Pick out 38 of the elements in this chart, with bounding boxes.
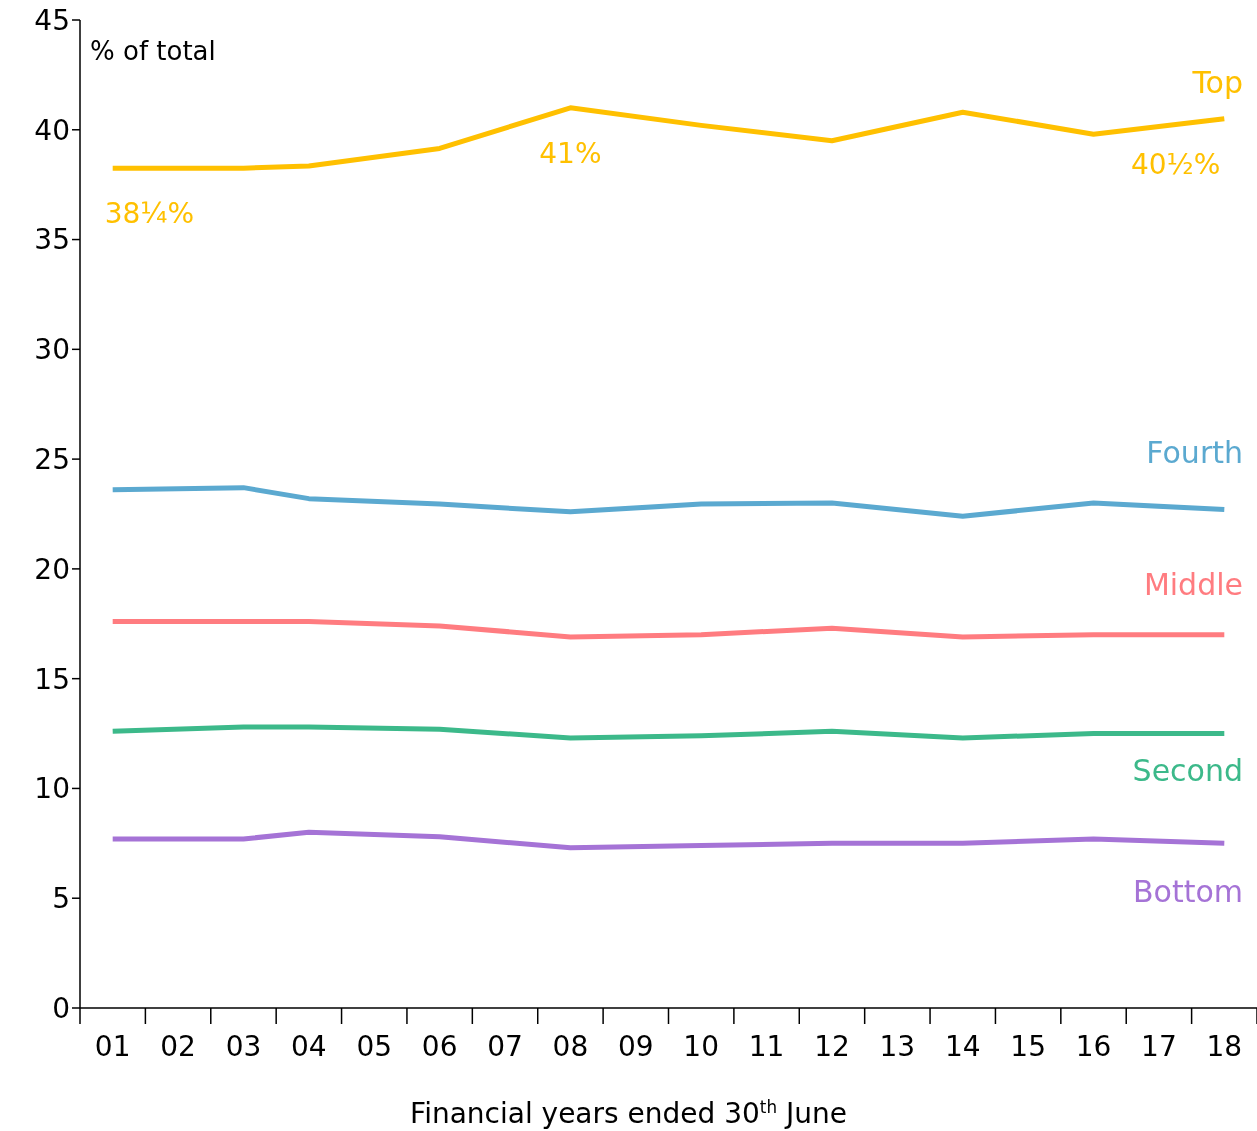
y-tick-label: 0 bbox=[52, 991, 70, 1025]
series-label: Bottom bbox=[1132, 874, 1243, 910]
y-tick-label: 10 bbox=[34, 772, 70, 806]
y-tick-label: 40 bbox=[34, 113, 70, 147]
x-tick-label: 05 bbox=[356, 1030, 393, 1063]
x-tick-label: 15 bbox=[1010, 1030, 1046, 1063]
series-label: Second bbox=[1132, 752, 1243, 788]
x-tick-label: 12 bbox=[814, 1030, 850, 1063]
data-label: 41% bbox=[539, 136, 602, 170]
x-tick-label: 06 bbox=[421, 1030, 458, 1063]
y-tick-label: 20 bbox=[34, 552, 70, 586]
x-tick-label: 08 bbox=[552, 1030, 589, 1063]
x-axis-title: Financial years ended 30$^{th}$ June bbox=[410, 1097, 847, 1130]
x-tick-label: 09 bbox=[617, 1030, 654, 1063]
x-tick-label: 07 bbox=[487, 1030, 523, 1063]
x-tick-label: 18 bbox=[1206, 1030, 1243, 1063]
x-tick-label: 16 bbox=[1075, 1030, 1112, 1063]
y-tick-label: 35 bbox=[34, 223, 70, 257]
data-label: 38¼% bbox=[104, 197, 195, 231]
y-axis-title: % of total bbox=[90, 36, 216, 66]
x-tick-label: 02 bbox=[160, 1030, 196, 1063]
series-label: Middle bbox=[1143, 566, 1243, 602]
y-tick-label: 5 bbox=[52, 882, 70, 916]
x-tick-label: 17 bbox=[1141, 1030, 1177, 1063]
x-tick-label: 13 bbox=[879, 1030, 916, 1063]
x-tick-label: 01 bbox=[94, 1030, 131, 1063]
y-tick-label: 25 bbox=[34, 443, 70, 477]
x-tick-label: 03 bbox=[225, 1030, 262, 1063]
x-tick-label: 04 bbox=[291, 1030, 327, 1063]
data-label: 40½% bbox=[1130, 147, 1221, 181]
y-tick-label: 45 bbox=[34, 3, 70, 37]
y-tick-label: 15 bbox=[34, 662, 70, 696]
x-tick-label: 10 bbox=[683, 1030, 720, 1063]
series-label: Fourth bbox=[1146, 434, 1243, 470]
y-tick-label: 30 bbox=[34, 333, 70, 367]
series-label: Top bbox=[1191, 64, 1243, 100]
x-tick-label: 14 bbox=[944, 1030, 981, 1063]
x-tick-label: 11 bbox=[748, 1030, 785, 1063]
